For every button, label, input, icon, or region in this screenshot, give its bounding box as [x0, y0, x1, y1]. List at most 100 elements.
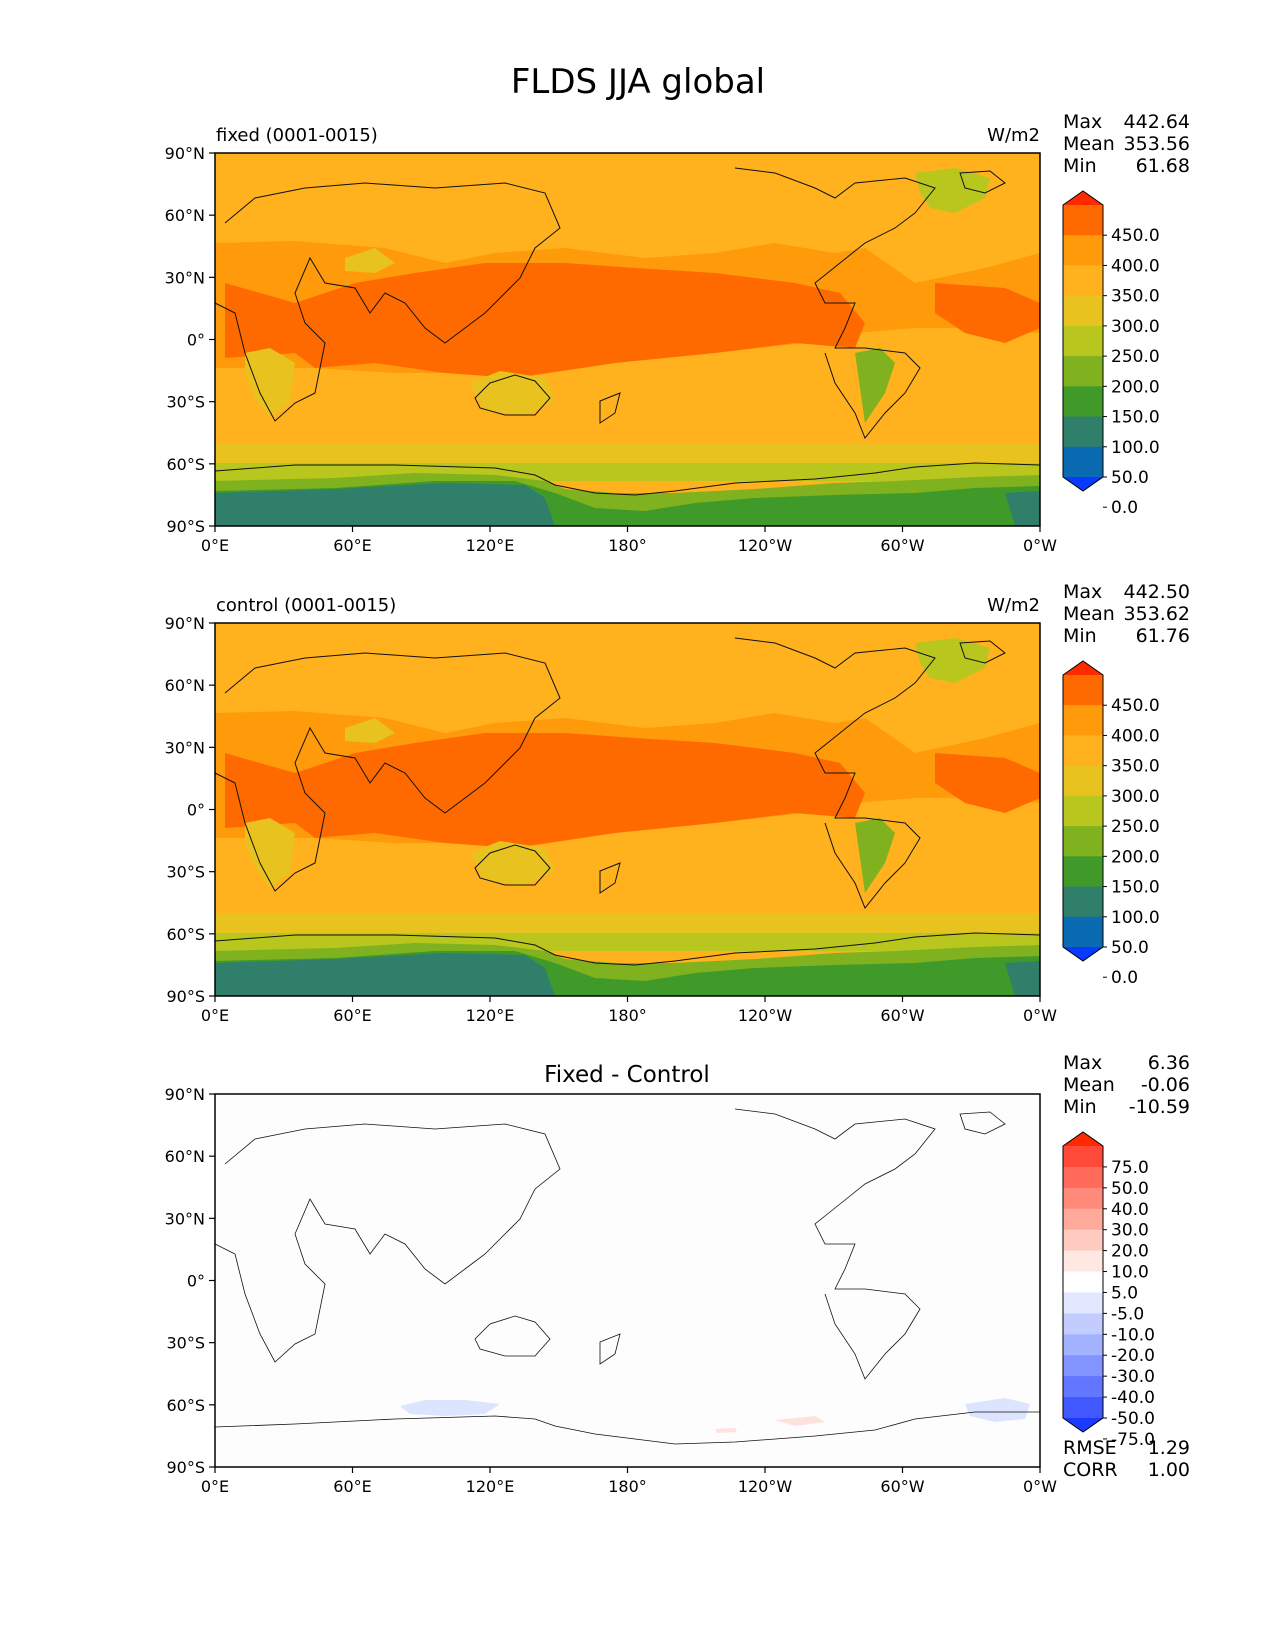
x-tick-label: 180°	[608, 1477, 647, 1496]
stat-value: 442.50	[1124, 581, 1190, 603]
stat-value: -0.06	[1141, 1074, 1190, 1096]
colorbar-label: 30.0	[1111, 1221, 1149, 1241]
colorbar-bin	[1063, 856, 1103, 888]
x-tick-label: 180°	[608, 1006, 647, 1025]
x-tick-label: 60°E	[333, 536, 371, 555]
stat-label: Mean	[1063, 603, 1115, 625]
panel-center-title: Fixed - Control	[544, 1062, 710, 1088]
colorbar-bin	[1063, 886, 1103, 918]
x-tick-label: 120°W	[738, 1006, 793, 1025]
colorbar-extend-max	[1063, 1132, 1103, 1146]
x-tick-label: 180°	[608, 536, 647, 555]
colorbar-bin	[1063, 1334, 1103, 1356]
colorbar-label: 100.0	[1111, 908, 1160, 928]
stat-label: Min	[1063, 155, 1097, 177]
x-tick-label: 60°W	[880, 1006, 924, 1025]
colorbar-bin	[1063, 1208, 1103, 1231]
x-tick-label: 120°E	[466, 1006, 515, 1025]
stat-value: 6.36	[1148, 1052, 1190, 1074]
stat-value: 61.76	[1136, 625, 1190, 647]
colorbar-label: -50.0	[1111, 1409, 1155, 1429]
colorbar-label: 150.0	[1111, 878, 1160, 898]
colorbar-bin	[1063, 416, 1103, 448]
stat-value: 442.64	[1124, 111, 1190, 133]
colorbar-label: 10.0	[1111, 1263, 1149, 1283]
map-field	[215, 153, 1040, 526]
y-tick-label: 60°N	[165, 206, 205, 225]
map-field	[215, 623, 1040, 996]
colorbar-label: 450.0	[1111, 696, 1160, 716]
colorbar-label: 250.0	[1111, 817, 1160, 837]
colorbar-label: 50.0	[1111, 938, 1149, 958]
colorbar-bin	[1063, 826, 1103, 857]
colorbar-bin	[1063, 795, 1103, 827]
colorbar-label: 400.0	[1111, 256, 1160, 276]
extra-stat-label: CORR	[1063, 1459, 1118, 1481]
y-tick-label: 30°S	[166, 393, 205, 412]
panel-units: W/m2	[987, 125, 1040, 146]
figure-title: FLDS JJA global	[511, 62, 765, 102]
rmse-corr-block: RMSE 1.29 CORR 1.00	[1063, 1437, 1190, 1481]
stats-block: Max 6.36 Mean -0.06 Min -10.59	[1063, 1052, 1190, 1118]
stat-label: Mean	[1063, 1074, 1115, 1096]
stat-label: Mean	[1063, 133, 1115, 155]
stat-value: 61.68	[1136, 155, 1190, 177]
colorbar-bin	[1063, 1292, 1103, 1314]
y-tick-label: 60°N	[165, 676, 205, 695]
x-tick-label: 0°W	[1023, 1477, 1057, 1496]
coastlines	[214, 637, 1041, 966]
y-tick-label: 30°N	[165, 1209, 205, 1228]
y-tick-label: 90°S	[166, 517, 205, 536]
x-tick-label: 0°W	[1023, 1006, 1057, 1025]
stats-block: Max 442.64 Mean 353.56 Min 61.68	[1063, 111, 1190, 177]
y-tick-label: 0°	[187, 801, 205, 820]
stat-label: Max	[1063, 581, 1102, 603]
coastlines	[214, 167, 1041, 496]
colorbar-label: 450.0	[1111, 226, 1160, 246]
colorbar-label: 350.0	[1111, 287, 1160, 307]
x-tick-label: 60°E	[333, 1006, 371, 1025]
colorbar-label: 40.0	[1111, 1200, 1149, 1220]
colorbar-bin	[1063, 1166, 1103, 1189]
colorbar-bin	[1063, 295, 1103, 327]
colorbar-label: -40.0	[1111, 1388, 1155, 1408]
colorbar-bin	[1063, 735, 1103, 767]
colorbar-bin	[1063, 1271, 1103, 1293]
x-axis: 0°E 60°E 120°E 180° 120°W 60°W 0°W	[201, 1467, 1057, 1496]
colorbar-label: -10.0	[1111, 1325, 1155, 1345]
stat-value: -10.59	[1129, 1096, 1190, 1118]
colorbar-extend-max	[1063, 191, 1103, 205]
colorbar-label: 100.0	[1111, 438, 1160, 458]
colorbar-label: 20.0	[1111, 1242, 1149, 1262]
colorbar-bin	[1063, 1146, 1103, 1168]
colorbar-bin	[1063, 356, 1103, 387]
colorbar-label: 150.0	[1111, 408, 1160, 428]
y-tick-label: 30°N	[165, 268, 205, 287]
colorbar-bin	[1063, 386, 1103, 418]
y-tick-label: 60°S	[166, 1396, 205, 1415]
panel-left-title: control (0001-0015)	[216, 595, 396, 616]
colorbar-label: 75.0	[1111, 1158, 1149, 1178]
colorbar-label: 200.0	[1111, 847, 1160, 867]
x-tick-label: 120°E	[466, 536, 515, 555]
y-axis: 90°N 60°N 30°N 0° 30°S 60°S 90°S	[165, 614, 215, 1006]
colorbar-label: -75.0	[1111, 1430, 1155, 1450]
coastlines	[214, 1108, 1040, 1445]
stat-value: 353.62	[1124, 603, 1190, 625]
y-tick-label: 30°S	[166, 1334, 205, 1353]
colorbar-bin	[1063, 1397, 1103, 1419]
extra-stat-label: RMSE	[1063, 1437, 1117, 1459]
colorbar-label: 200.0	[1111, 377, 1160, 397]
colorbar-bin	[1063, 1313, 1103, 1335]
colorbar-bin	[1063, 916, 1103, 948]
y-tick-label: 90°N	[165, 1085, 205, 1104]
y-tick-label: 90°S	[166, 987, 205, 1006]
colorbar-label: -30.0	[1111, 1367, 1155, 1387]
colorbar-label: -20.0	[1111, 1346, 1155, 1366]
stat-value: 353.56	[1124, 133, 1190, 155]
x-tick-label: 0°E	[201, 1477, 229, 1496]
extra-stat-value: 1.00	[1148, 1459, 1190, 1481]
colorbar-label: 300.0	[1111, 787, 1160, 807]
y-tick-label: 90°N	[165, 614, 205, 633]
stats-block: Max 442.50 Mean 353.62 Min 61.76	[1063, 581, 1190, 647]
